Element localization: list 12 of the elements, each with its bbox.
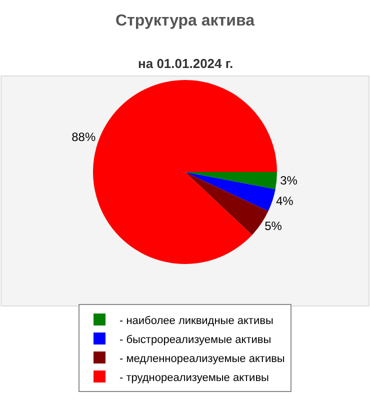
chart-title: Структура актива [116, 12, 255, 30]
data-label: 3% [280, 174, 298, 188]
legend-label: - труднореализуемые активы [120, 372, 270, 384]
data-label: 88% [72, 130, 96, 144]
pie-slice [185, 172, 277, 190]
legend-label: - наиболее ликвидные активы [120, 314, 274, 327]
data-label: 5% [264, 218, 282, 233]
pie-slice [185, 172, 276, 212]
legend-label: - медленнореализуемые активы [120, 352, 285, 365]
data-label: 4% [276, 194, 294, 208]
legend-label: - быстрореализуемые активы [120, 334, 272, 346]
chart-subtitle: на 01.01.2024 г. [138, 56, 234, 71]
